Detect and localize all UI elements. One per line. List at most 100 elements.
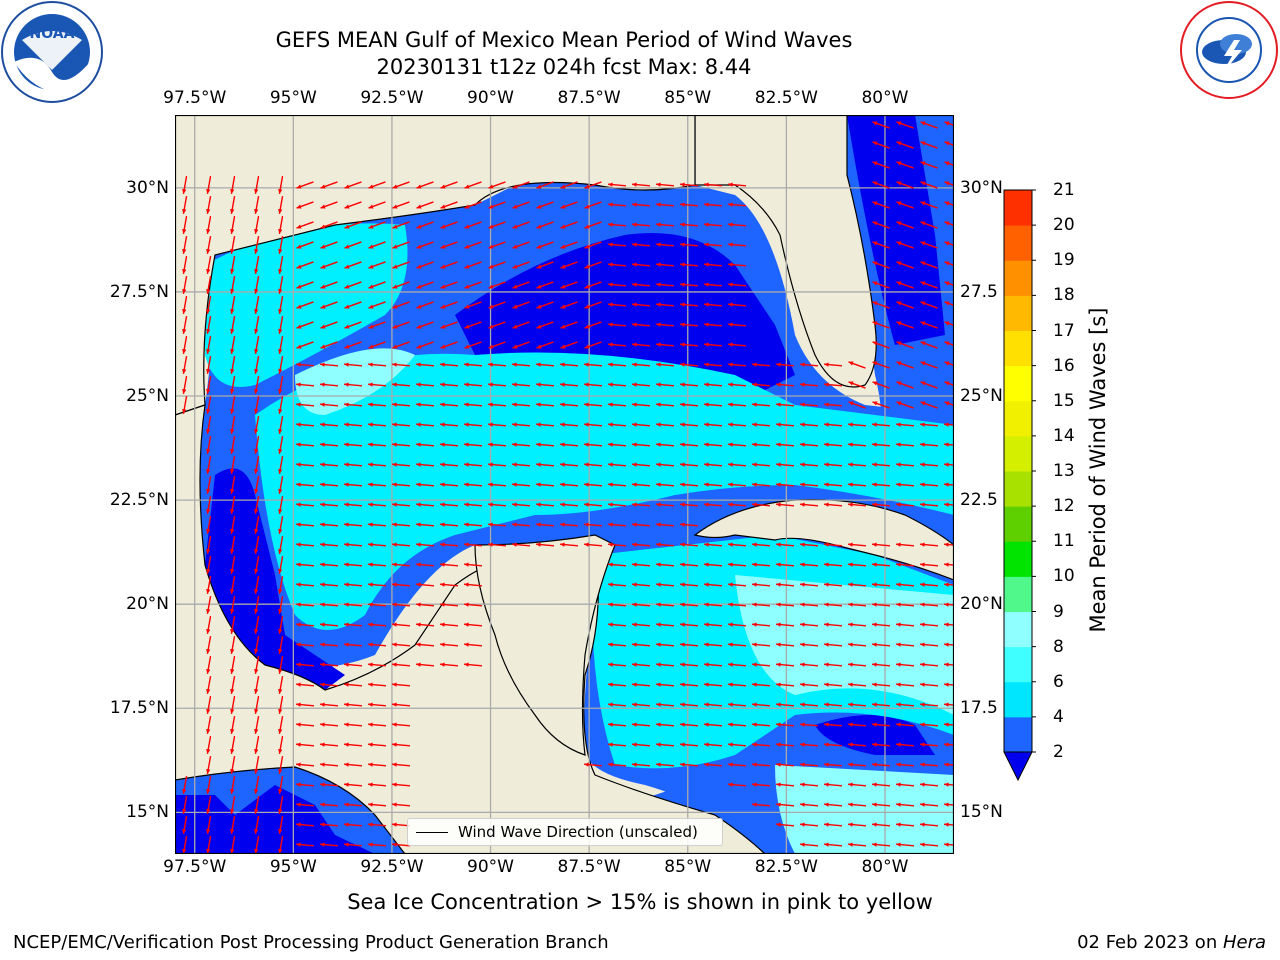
wind-wave-arrow	[319, 622, 339, 627]
wind-wave-arrow	[511, 482, 531, 487]
colorbar-segment	[1004, 506, 1032, 542]
wind-wave-arrow	[559, 442, 579, 447]
wind-wave-arrow	[295, 802, 315, 807]
wind-wave-arrow	[920, 341, 938, 349]
colorbar-segment	[1004, 295, 1032, 331]
wind-wave-arrow	[391, 802, 411, 807]
wind-wave-arrow	[607, 222, 627, 227]
wind-wave-arrow	[751, 462, 771, 467]
colorbar-tick-label: 12	[1053, 496, 1075, 517]
wind-wave-arrow	[584, 201, 602, 209]
wind-wave-arrow	[775, 382, 795, 387]
wind-wave-arrow	[343, 542, 363, 547]
wind-wave-arrow	[679, 482, 699, 487]
wind-wave-arrow	[920, 381, 938, 389]
wind-wave-arrow	[440, 241, 458, 249]
wind-wave-arrow	[703, 702, 723, 707]
colorbar-segment	[1004, 435, 1032, 472]
wind-wave-arrow	[344, 221, 362, 229]
wind-wave-arrow	[254, 336, 260, 354]
wind-wave-arrow	[607, 722, 627, 727]
wind-wave-arrow	[631, 522, 651, 527]
wind-wave-arrow	[535, 522, 555, 527]
wind-wave-arrow	[751, 722, 771, 727]
map-subtitle: 20230131 t12z 024h fcst Max: 8.44	[376, 55, 752, 79]
wind-wave-arrow	[536, 221, 554, 229]
wind-wave-arrow	[919, 622, 939, 627]
wind-wave-arrow	[847, 642, 867, 647]
wind-wave-arrow	[278, 656, 284, 674]
wind-wave-arrow	[512, 281, 530, 289]
wind-wave-arrow	[278, 536, 284, 554]
wind-wave-arrow	[230, 436, 236, 454]
latitude-tick-label: 15°N	[126, 802, 169, 823]
wind-wave-arrow	[391, 722, 411, 727]
wind-wave-arrow	[655, 382, 675, 387]
wind-wave-arrow	[254, 636, 260, 654]
wind-wave-arrow	[919, 842, 939, 847]
wind-wave-arrow	[488, 341, 506, 349]
wind-wave-arrow	[583, 382, 603, 387]
wind-wave-arrow	[320, 181, 338, 189]
wind-wave-arrow	[560, 301, 578, 309]
wind-wave-arrow	[871, 822, 891, 827]
wind-wave-arrow	[254, 616, 260, 634]
wind-wave-arrow	[295, 822, 315, 827]
wind-wave-arrow	[727, 262, 747, 267]
wind-wave-arrow	[367, 522, 387, 527]
wind-wave-arrow	[488, 301, 506, 309]
wind-wave-arrow	[703, 222, 723, 227]
wind-wave-arrow	[919, 742, 939, 747]
wind-wave-arrow	[182, 396, 188, 414]
wind-wave-arrow	[823, 422, 843, 427]
wind-wave-arrow	[487, 482, 507, 487]
wind-wave-arrow	[896, 361, 914, 369]
wind-wave-arrow	[439, 662, 459, 667]
wind-wave-arrow	[319, 822, 339, 827]
wind-wave-arrow	[847, 782, 867, 787]
wind-wave-arrow	[703, 282, 723, 287]
wind-wave-arrow	[230, 356, 236, 374]
mid-period-region-gulf	[255, 352, 954, 630]
wind-wave-arrow	[871, 702, 891, 707]
wind-wave-arrow	[367, 542, 387, 547]
wind-wave-map	[175, 115, 954, 854]
wind-wave-arrow	[847, 462, 867, 467]
wind-wave-arrow	[254, 516, 260, 534]
wind-wave-arrow	[679, 302, 699, 307]
wind-wave-arrow	[320, 261, 338, 269]
wind-wave-arrow	[823, 382, 843, 387]
wind-wave-arrow	[919, 642, 939, 647]
wind-wave-arrow	[320, 321, 338, 329]
wind-wave-arrow	[823, 622, 843, 627]
latitude-tick-label: 27.5	[960, 281, 998, 302]
wind-wave-arrow	[319, 462, 339, 467]
wind-wave-arrow	[655, 362, 675, 367]
wind-wave-arrow	[206, 516, 212, 534]
wind-wave-arrow	[703, 322, 723, 327]
wind-wave-arrow	[319, 802, 339, 807]
colorbar-segment	[1004, 471, 1032, 507]
wind-wave-arrow	[343, 562, 363, 567]
longitude-tick-label: 90°W	[467, 88, 515, 108]
wind-wave-arrow	[560, 221, 578, 229]
wind-wave-arrow	[559, 482, 579, 487]
wind-wave-arrow	[703, 742, 723, 747]
wind-wave-arrow	[320, 341, 338, 349]
wind-wave-arrow	[206, 796, 212, 814]
wind-wave-arrow	[319, 682, 339, 687]
wind-wave-arrow	[295, 422, 315, 427]
wind-wave-arrow	[463, 402, 483, 407]
wind-wave-arrow	[536, 301, 554, 309]
wind-wave-arrow	[727, 362, 747, 367]
wind-wave-arrow	[464, 201, 482, 209]
wind-wave-arrow	[871, 802, 891, 807]
wind-wave-arrow	[319, 742, 339, 747]
wind-wave-arrow	[895, 842, 915, 847]
wind-wave-arrow	[391, 382, 411, 387]
map-title: GEFS MEAN Gulf of Mexico Mean Period of …	[275, 28, 853, 52]
wind-wave-arrow	[583, 482, 603, 487]
wind-wave-arrow	[295, 362, 315, 367]
wind-wave-arrow	[535, 422, 555, 427]
wind-wave-arrow	[607, 442, 627, 447]
